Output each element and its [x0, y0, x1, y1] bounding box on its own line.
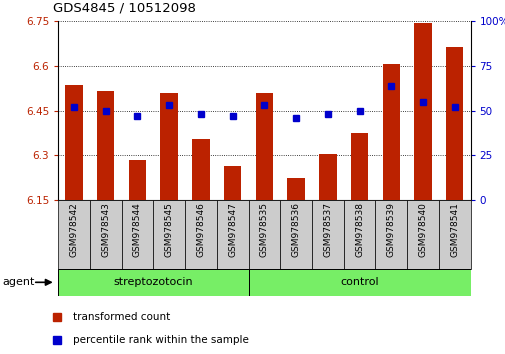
Bar [407, 200, 438, 269]
Text: GSM978543: GSM978543 [101, 202, 110, 257]
Bar [65, 85, 83, 200]
Text: GSM978536: GSM978536 [291, 202, 300, 257]
Bar [160, 93, 178, 200]
Bar [224, 166, 241, 200]
Bar [58, 269, 248, 296]
Bar [287, 178, 304, 200]
Bar [153, 200, 185, 269]
Text: streptozotocin: streptozotocin [113, 277, 193, 287]
Text: GSM978545: GSM978545 [165, 202, 173, 257]
Bar [248, 200, 280, 269]
Text: GSM978537: GSM978537 [323, 202, 332, 257]
Text: GSM978540: GSM978540 [418, 202, 427, 257]
Text: GDS4845 / 10512098: GDS4845 / 10512098 [53, 1, 195, 14]
Text: GSM978538: GSM978538 [355, 202, 363, 257]
Bar [343, 200, 375, 269]
Bar [375, 200, 407, 269]
Bar [382, 64, 399, 200]
Text: percentile rank within the sample: percentile rank within the sample [73, 335, 249, 345]
Text: transformed count: transformed count [73, 312, 170, 322]
Bar [97, 91, 114, 200]
Bar [216, 200, 248, 269]
Bar [319, 154, 336, 200]
Bar [192, 139, 209, 200]
Text: agent: agent [3, 277, 35, 287]
Bar [445, 47, 463, 200]
Bar [255, 93, 273, 200]
Text: GSM978541: GSM978541 [449, 202, 459, 257]
Text: GSM978535: GSM978535 [260, 202, 268, 257]
Bar [58, 200, 90, 269]
Bar [350, 133, 368, 200]
Text: GSM978542: GSM978542 [69, 202, 78, 257]
Bar [90, 200, 121, 269]
Bar [128, 160, 146, 200]
Bar [438, 200, 470, 269]
Bar [185, 200, 216, 269]
Bar [312, 200, 343, 269]
Bar [248, 269, 470, 296]
Text: GSM978547: GSM978547 [228, 202, 237, 257]
Text: GSM978544: GSM978544 [133, 202, 142, 257]
Text: GSM978539: GSM978539 [386, 202, 395, 257]
Text: control: control [339, 277, 378, 287]
Bar [414, 23, 431, 200]
Text: GSM978546: GSM978546 [196, 202, 205, 257]
Bar [121, 200, 153, 269]
Bar [280, 200, 312, 269]
